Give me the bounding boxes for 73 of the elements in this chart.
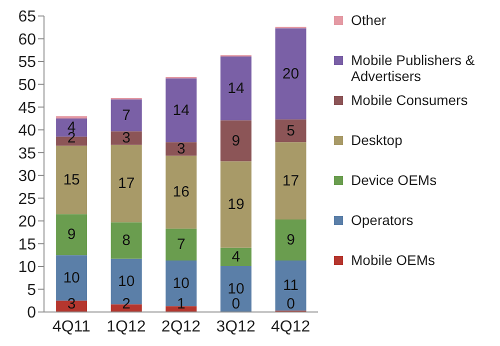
x-tick-label: 4Q12 — [271, 318, 310, 336]
data-label: 14 — [172, 102, 190, 119]
bar — [110, 144, 142, 222]
bar — [220, 266, 252, 312]
bar — [275, 260, 306, 311]
bar — [110, 222, 142, 259]
data-label: 17 — [118, 175, 135, 192]
bar — [220, 120, 252, 162]
y-tick-label: 65 — [18, 8, 36, 26]
bar — [275, 142, 306, 220]
bar — [220, 248, 252, 266]
legend-label: Desktop — [351, 132, 402, 148]
data-label: 0 — [232, 296, 240, 312]
data-label: 15 — [63, 171, 80, 188]
data-label: 10 — [228, 280, 244, 298]
bar — [275, 220, 306, 261]
bar — [110, 99, 142, 132]
data-label: 3 — [67, 296, 76, 312]
x-tick-label: 1Q12 — [106, 318, 146, 336]
data-label: 19 — [228, 196, 244, 214]
data-label: 7 — [122, 106, 131, 124]
data-label: 4 — [232, 248, 240, 266]
bar — [166, 142, 197, 156]
y-tick-label: 60 — [18, 31, 36, 48]
x-tick-label: 2Q12 — [161, 318, 201, 336]
data-label: 20 — [282, 65, 300, 82]
data-label: 11 — [282, 277, 299, 294]
bar — [166, 78, 197, 142]
legend-label: Mobile Publishers & Advertisers — [351, 52, 476, 84]
legend-label: Operators — [351, 212, 414, 228]
bar — [56, 146, 88, 214]
data-label: 9 — [67, 226, 76, 244]
y-tick-label: 35 — [18, 145, 36, 162]
y-tick-label: 45 — [18, 100, 36, 117]
data-label: 5 — [286, 122, 295, 140]
bar — [220, 161, 252, 248]
data-label: 9 — [286, 232, 295, 249]
y-tick-label: 5 — [27, 282, 36, 299]
data-label: 7 — [176, 236, 186, 254]
data-label: 9 — [232, 132, 240, 150]
data-label: 17 — [282, 172, 300, 190]
legend-label: Device OEMs — [351, 172, 437, 188]
legend-label: Mobile Consumers — [351, 92, 468, 108]
bar — [56, 214, 88, 256]
y-tick-label: 10 — [18, 259, 36, 276]
y-tick-label: 20 — [18, 214, 36, 231]
legend-label: Other — [351, 12, 386, 28]
data-label: 0 — [286, 296, 295, 312]
bar — [166, 228, 197, 261]
y-tick-label: 15 — [18, 236, 36, 254]
data-label: 10 — [63, 269, 80, 286]
data-label: 14 — [228, 80, 244, 97]
bar — [275, 28, 306, 120]
bar — [110, 131, 142, 145]
data-label: 10 — [118, 272, 135, 290]
x-tick-label: 3Q12 — [216, 318, 256, 336]
y-tick-label: 40 — [18, 122, 36, 140]
legend-label: Mobile OEMs — [351, 252, 436, 268]
bar — [275, 119, 306, 142]
y-tick-label: 25 — [18, 190, 36, 208]
bar — [166, 260, 197, 306]
data-label: 8 — [122, 232, 131, 250]
bar — [166, 156, 197, 229]
y-tick-label: 50 — [18, 76, 36, 94]
x-tick-label: 4Q11 — [52, 318, 90, 336]
y-tick-label: 0 — [27, 304, 36, 322]
data-label: 3 — [122, 130, 131, 147]
bar — [220, 56, 252, 120]
data-label: 10 — [172, 274, 190, 292]
data-label: 3 — [176, 140, 186, 158]
y-tick-label: 30 — [18, 168, 36, 186]
y-tick-label: 55 — [18, 54, 36, 72]
data-label: 16 — [172, 184, 190, 201]
